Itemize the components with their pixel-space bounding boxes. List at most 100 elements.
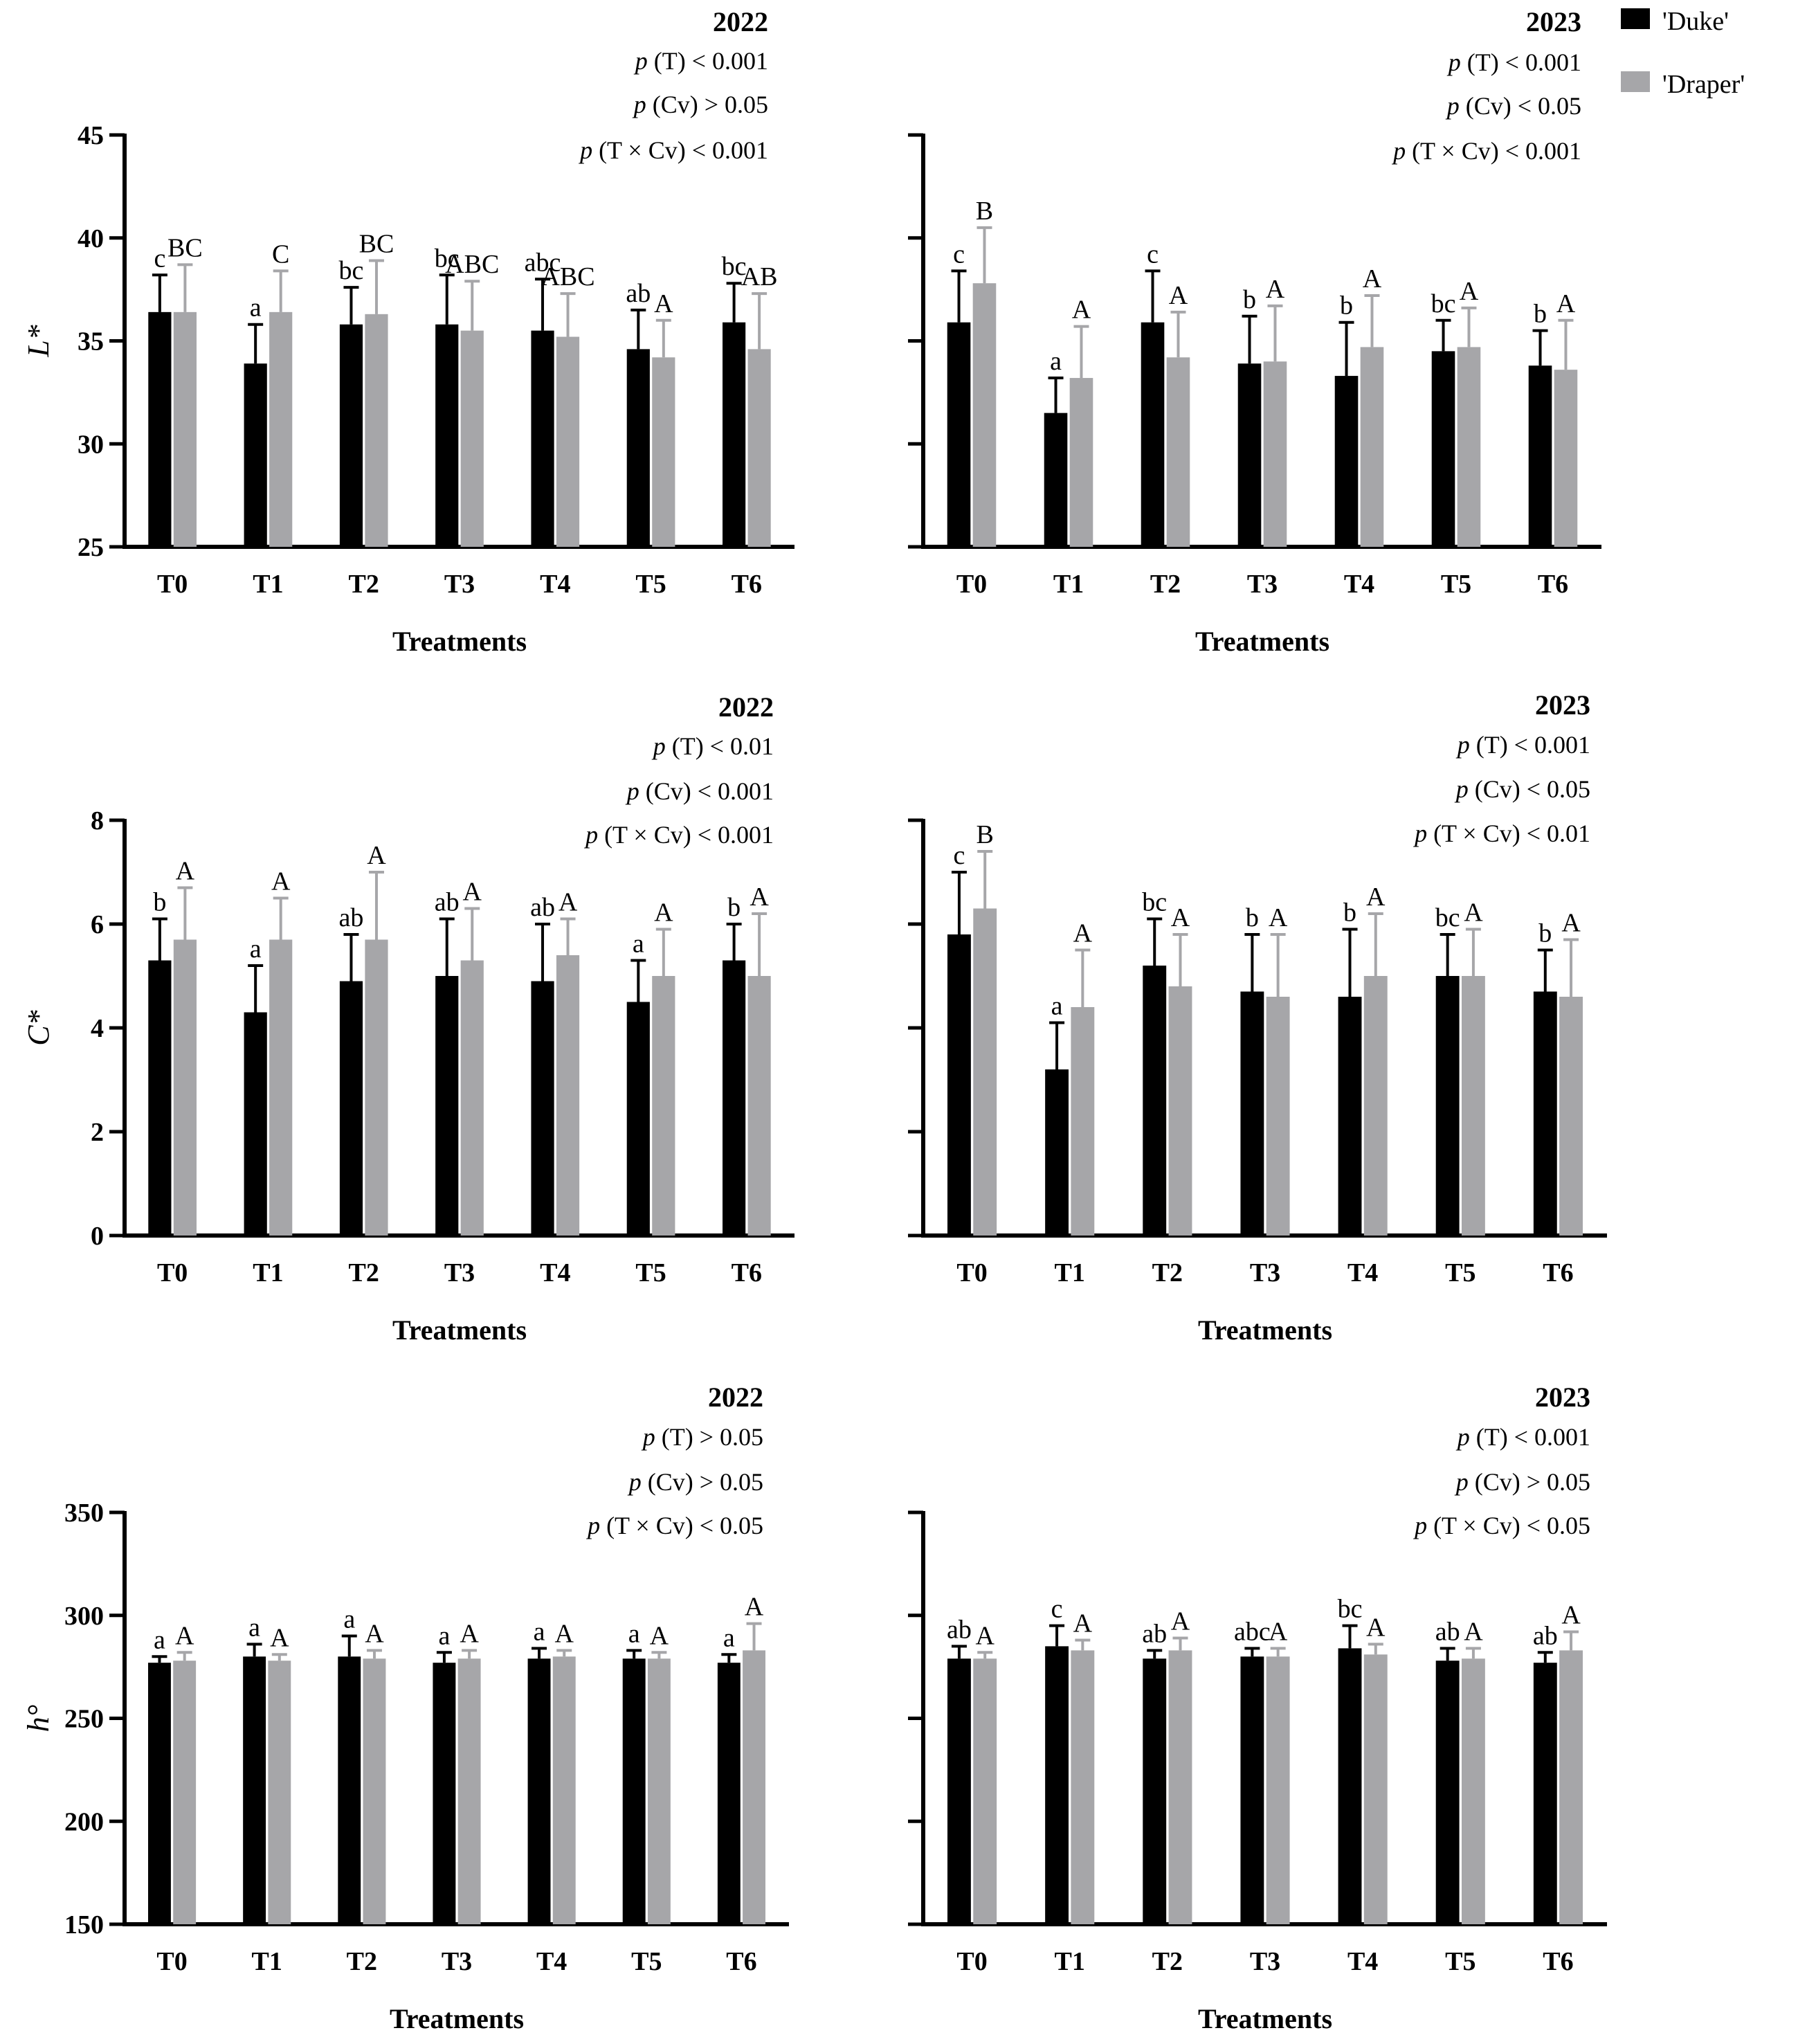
significance-letter: A: [1460, 277, 1479, 306]
x-tick-label: T3: [442, 1947, 472, 1976]
x-tick-label: T0: [956, 1258, 987, 1287]
significance-letter: A: [271, 867, 291, 896]
bar-duke: [339, 981, 363, 1236]
bar-draper: [973, 908, 997, 1236]
bar-duke: [947, 1658, 971, 1924]
bar-duke: [244, 1012, 267, 1236]
p-condition: (Cv) > 0.05: [642, 1468, 763, 1496]
x-tick-label: T6: [1543, 1258, 1573, 1287]
bar-draper: [1168, 986, 1192, 1236]
y-tick-label: 30: [78, 430, 104, 459]
p-condition: (T × Cv) < 0.001: [592, 136, 768, 164]
bar-draper: [1461, 976, 1485, 1236]
bar-duke: [1240, 991, 1264, 1236]
bar-draper: [743, 1650, 765, 1924]
bar-duke: [1237, 363, 1262, 547]
significance-letter: b: [1534, 300, 1547, 329]
significance-letter: A: [270, 1623, 289, 1652]
x-tick-label: T0: [156, 1947, 187, 1976]
bar-duke: [1435, 976, 1460, 1236]
stat-line: p (T × Cv) < 0.05: [1413, 1512, 1590, 1539]
significance-letter: bc: [1431, 289, 1456, 318]
panel-title: 2022: [718, 691, 774, 723]
panel-title: 2023: [1535, 1382, 1590, 1413]
legend-label-duke: 'Duke': [1662, 7, 1729, 36]
p-symbol: p: [651, 732, 666, 760]
p-condition: (T × Cv) < 0.01: [1427, 820, 1590, 847]
x-tick-label: T4: [1347, 1258, 1378, 1287]
significance-letter: AB: [741, 262, 778, 291]
p-symbol: p: [625, 777, 639, 805]
bar-duke: [148, 960, 172, 1236]
bar-draper: [460, 330, 484, 547]
significance-letter: A: [654, 898, 673, 928]
significance-letter: A: [1171, 1607, 1190, 1636]
x-tick-label: T6: [726, 1947, 756, 1976]
bar-duke: [338, 1656, 361, 1924]
bar-draper: [652, 976, 675, 1236]
significance-letter: A: [975, 1621, 995, 1650]
p-condition: (Cv) < 0.05: [1460, 92, 1581, 120]
p-condition: (T) < 0.01: [666, 732, 774, 760]
panel-title: 2022: [713, 6, 768, 37]
significance-letter: A: [1366, 883, 1386, 912]
bar-draper: [1461, 1658, 1485, 1924]
panel-title: 2022: [708, 1382, 763, 1413]
significance-letter: ab: [530, 893, 555, 922]
bar-duke: [148, 311, 172, 547]
panel-title: 2023: [1526, 6, 1581, 37]
bar-draper: [1554, 370, 1578, 547]
p-condition: (T) < 0.001: [1470, 731, 1590, 759]
bar-draper: [552, 1656, 576, 1924]
bar-draper: [556, 336, 580, 547]
bar-duke: [148, 1663, 171, 1924]
significance-letter: b: [1340, 291, 1353, 320]
significance-letter: bc: [1435, 903, 1460, 932]
bar-duke: [1143, 966, 1167, 1236]
bar-draper: [1266, 997, 1290, 1236]
x-tick-label: T6: [1543, 1947, 1573, 1976]
significance-letter: A: [176, 857, 195, 886]
bar-draper: [269, 311, 293, 547]
y-tick-label: 0: [91, 1222, 104, 1251]
bar-duke: [947, 934, 971, 1236]
significance-letter: A: [650, 1621, 669, 1650]
p-condition: (T) > 0.05: [655, 1423, 763, 1451]
x-tick-label: T1: [1055, 1258, 1085, 1287]
bar-draper: [173, 939, 197, 1236]
p-symbol: p: [627, 1468, 642, 1496]
stat-line: p (T) < 0.01: [651, 732, 774, 760]
significance-letter: A: [1363, 264, 1382, 293]
significance-letter: b: [153, 888, 166, 917]
significance-letter: a: [633, 930, 644, 959]
bar-duke: [1338, 997, 1362, 1236]
bar-duke: [531, 330, 554, 547]
x-tick-label: T5: [1445, 1258, 1475, 1287]
p-condition: (T × Cv) < 0.05: [1427, 1512, 1590, 1539]
bar-draper: [1363, 1654, 1388, 1924]
significance-letter: B: [977, 820, 994, 849]
y-tick-label: 8: [91, 806, 104, 835]
significance-letter: A: [367, 841, 386, 870]
bar-duke: [1045, 1646, 1069, 1924]
stat-line: p (Cv) > 0.05: [627, 1468, 763, 1496]
significance-letter: c: [1051, 1595, 1063, 1624]
stat-line: p (T × Cv) < 0.001: [578, 136, 768, 164]
p-symbol: p: [1455, 731, 1470, 759]
y-axis-title: h°: [21, 1705, 55, 1733]
significance-letter: ABC: [445, 250, 499, 279]
p-symbol: p: [1413, 820, 1427, 847]
bar-draper: [365, 939, 388, 1236]
significance-letter: A: [654, 289, 673, 318]
x-tick-label: T1: [253, 1258, 283, 1287]
significance-letter: A: [463, 878, 482, 907]
bar-draper: [1168, 1650, 1192, 1924]
stat-line: p (Cv) < 0.001: [625, 777, 774, 805]
significance-letter: bc: [339, 256, 364, 285]
bar-duke: [622, 1658, 646, 1924]
significance-letter: BC: [359, 229, 394, 258]
x-tick-label: T1: [252, 1947, 282, 1976]
